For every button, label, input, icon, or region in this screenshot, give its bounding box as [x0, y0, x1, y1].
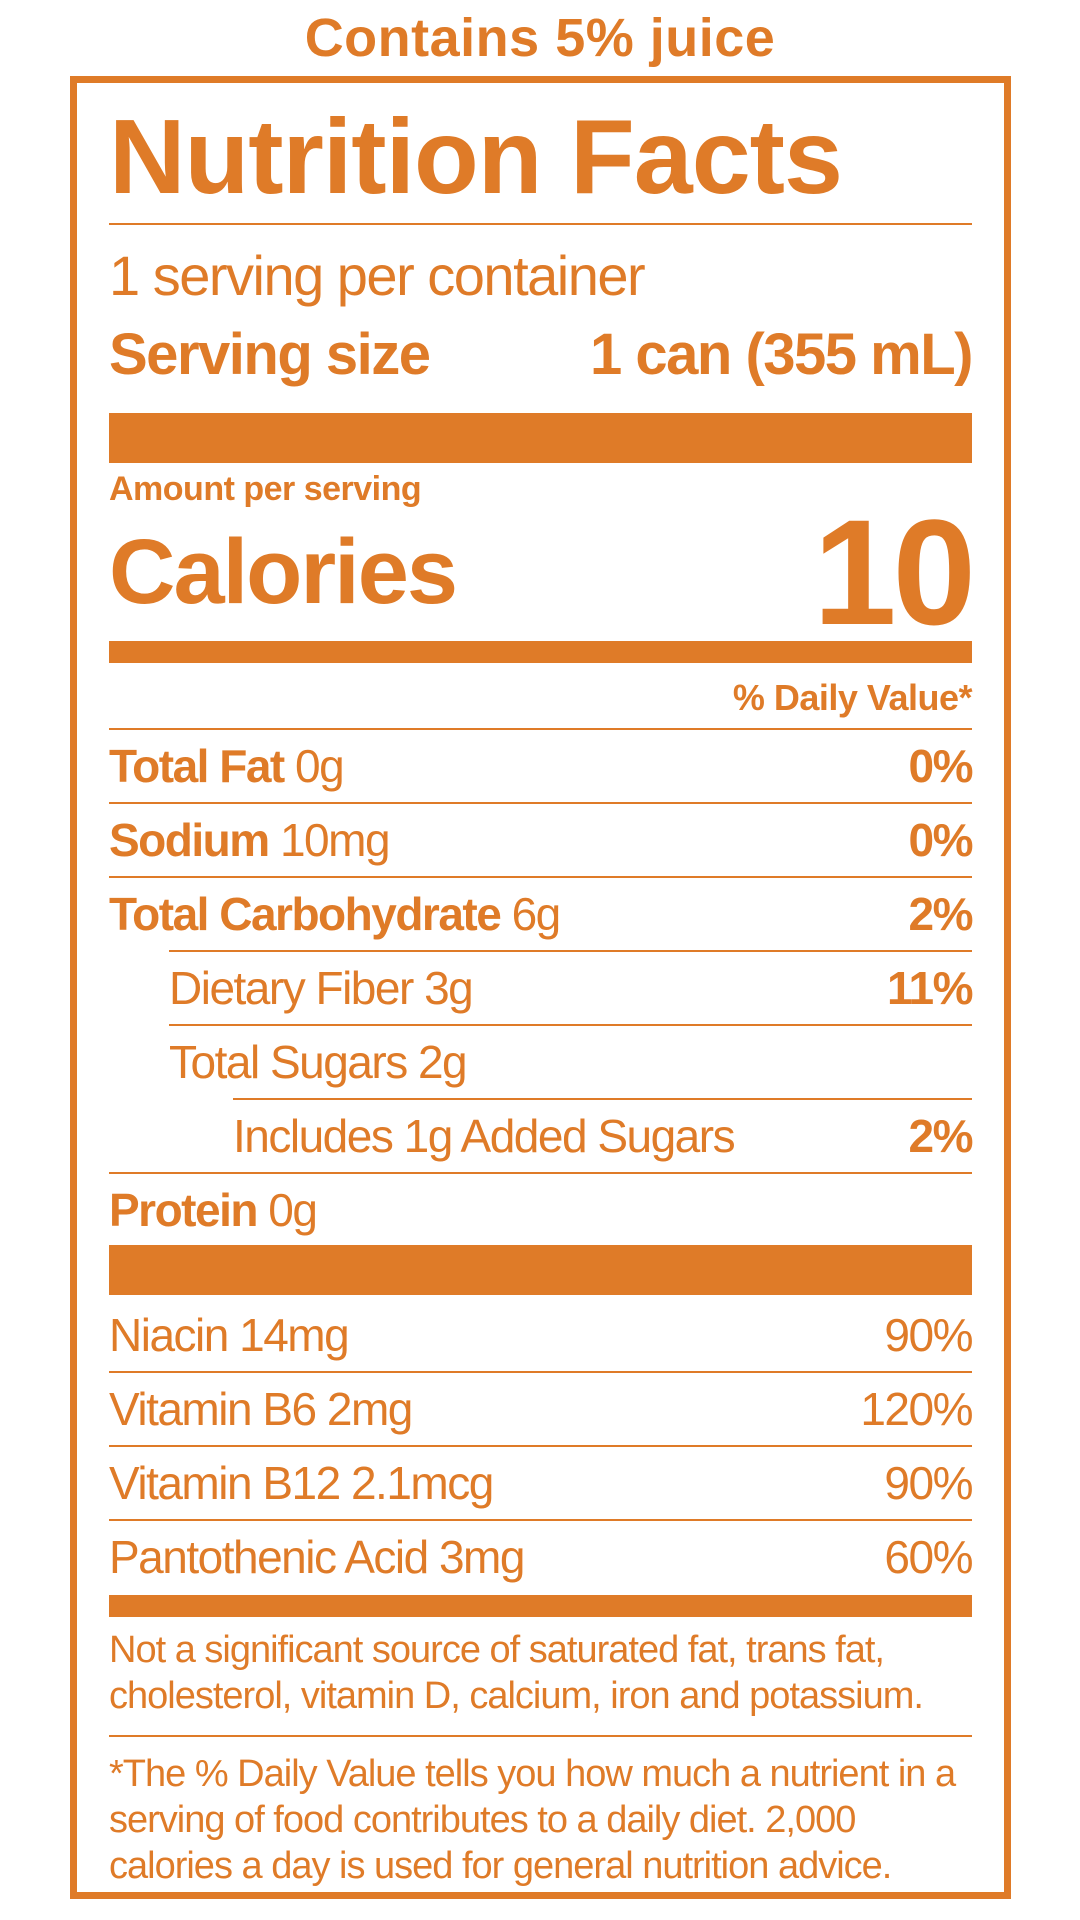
serving-size-label: Serving size [109, 322, 431, 387]
divider [109, 876, 972, 878]
divider [109, 728, 972, 730]
juice-content-banner: Contains 5% juice [304, 8, 776, 68]
divider [109, 1172, 972, 1174]
nutrient-row-dietary-fiber: Dietary Fiber 3g 11% [109, 952, 974, 1024]
nutrient-name: Total Carbohydrate [109, 888, 502, 940]
calories-row: Calories 10 [109, 487, 976, 656]
vitamin-daily-value: 90% [884, 1309, 973, 1361]
calories-value: 10 [813, 488, 976, 656]
daily-value-footnote: *The % Daily Value tells you how much a … [109, 1753, 956, 1887]
vitamin-name: Pantothenic Acid 3mg [109, 1531, 525, 1583]
nutrient-daily-value: 11% [886, 962, 974, 1014]
nutrient-amount: 10mg [279, 814, 391, 866]
label-content: Nutrition Facts 1 serving per container … [109, 83, 976, 1892]
nutrient-row-sodium: Sodium 10mg 0% [109, 804, 974, 876]
vitamin-row-pantothenic-acid: Pantothenic Acid 3mg 60% [109, 1521, 973, 1593]
serving-size-value: 1 can (355 mL) [590, 322, 973, 387]
vitamin-name: Vitamin B6 2mg [109, 1383, 413, 1435]
divider [233, 1098, 972, 1100]
vitamin-name: Vitamin B12 2.1mcg [109, 1457, 494, 1509]
vitamin-daily-value: 90% [884, 1457, 973, 1509]
nutrient-daily-value: 2% [908, 1110, 974, 1162]
divider [109, 802, 972, 804]
divider [109, 1445, 972, 1447]
nutrient-name: Sodium [109, 814, 270, 866]
divider [109, 1371, 972, 1373]
medium-divider-bar [109, 641, 972, 663]
divider [169, 950, 972, 952]
nutrient-amount: 6g [511, 888, 562, 940]
nutrient-amount: 0g [295, 740, 345, 792]
daily-value-header: % Daily Value* [732, 677, 973, 718]
servings-per-container: 1 serving per container [109, 244, 646, 307]
nutrient-row-protein: Protein 0g [109, 1174, 972, 1246]
vitamin-list: Niacin 14mg 90% Vitamin B6 2mg 120% Vita… [109, 1299, 973, 1593]
nutrient-amount: 0g [268, 1184, 318, 1236]
vitamin-row-b12: Vitamin B12 2.1mcg 90% [109, 1447, 973, 1519]
vitamin-name: Niacin 14mg [109, 1309, 350, 1361]
nutrient-row-total-fat: Total Fat 0g 0% [109, 730, 974, 802]
divider [109, 1735, 972, 1737]
serving-size-row: Serving size 1 can (355 mL) [109, 321, 973, 389]
nutrient-daily-value: 0% [908, 814, 974, 866]
divider [109, 223, 972, 225]
amount-per-serving-label: Amount per serving [109, 470, 422, 508]
thick-divider-bar [109, 1245, 972, 1295]
divider [169, 1024, 972, 1026]
nutrient-name: Total Fat [109, 740, 285, 792]
nutrient-name: Total Sugars 2g [169, 1036, 468, 1088]
vitamin-daily-value: 120% [860, 1383, 973, 1435]
nutrient-row-total-carbohydrate: Total Carbohydrate 6g 2% [109, 878, 974, 950]
calories-label: Calories [109, 521, 458, 623]
vitamin-row-niacin: Niacin 14mg 90% [109, 1299, 973, 1371]
nutrient-name: Protein [109, 1184, 258, 1236]
not-significant-note: Not a significant source of saturated fa… [109, 1629, 924, 1717]
nutrition-facts-label: Nutrition Facts 1 serving per container … [70, 76, 1011, 1899]
nutrient-list: Total Fat 0g 0% Sodium 10mg 0% Total Car… [109, 730, 974, 1246]
thick-divider-bar [109, 413, 972, 463]
nutrient-name: Dietary Fiber 3g [169, 962, 474, 1014]
medium-divider-bar [109, 1595, 972, 1617]
divider [109, 1519, 972, 1521]
nutrient-name: Includes 1g Added Sugars [233, 1110, 736, 1162]
label-title: Nutrition Facts [109, 98, 843, 216]
nutrient-daily-value: 0% [908, 740, 974, 792]
vitamin-daily-value: 60% [884, 1531, 973, 1583]
nutrient-row-added-sugars: Includes 1g Added Sugars 2% [109, 1100, 974, 1172]
vitamin-row-b6: Vitamin B6 2mg 120% [109, 1373, 973, 1445]
nutrient-row-total-sugars: Total Sugars 2g [109, 1026, 972, 1098]
nutrient-daily-value: 2% [908, 888, 974, 940]
